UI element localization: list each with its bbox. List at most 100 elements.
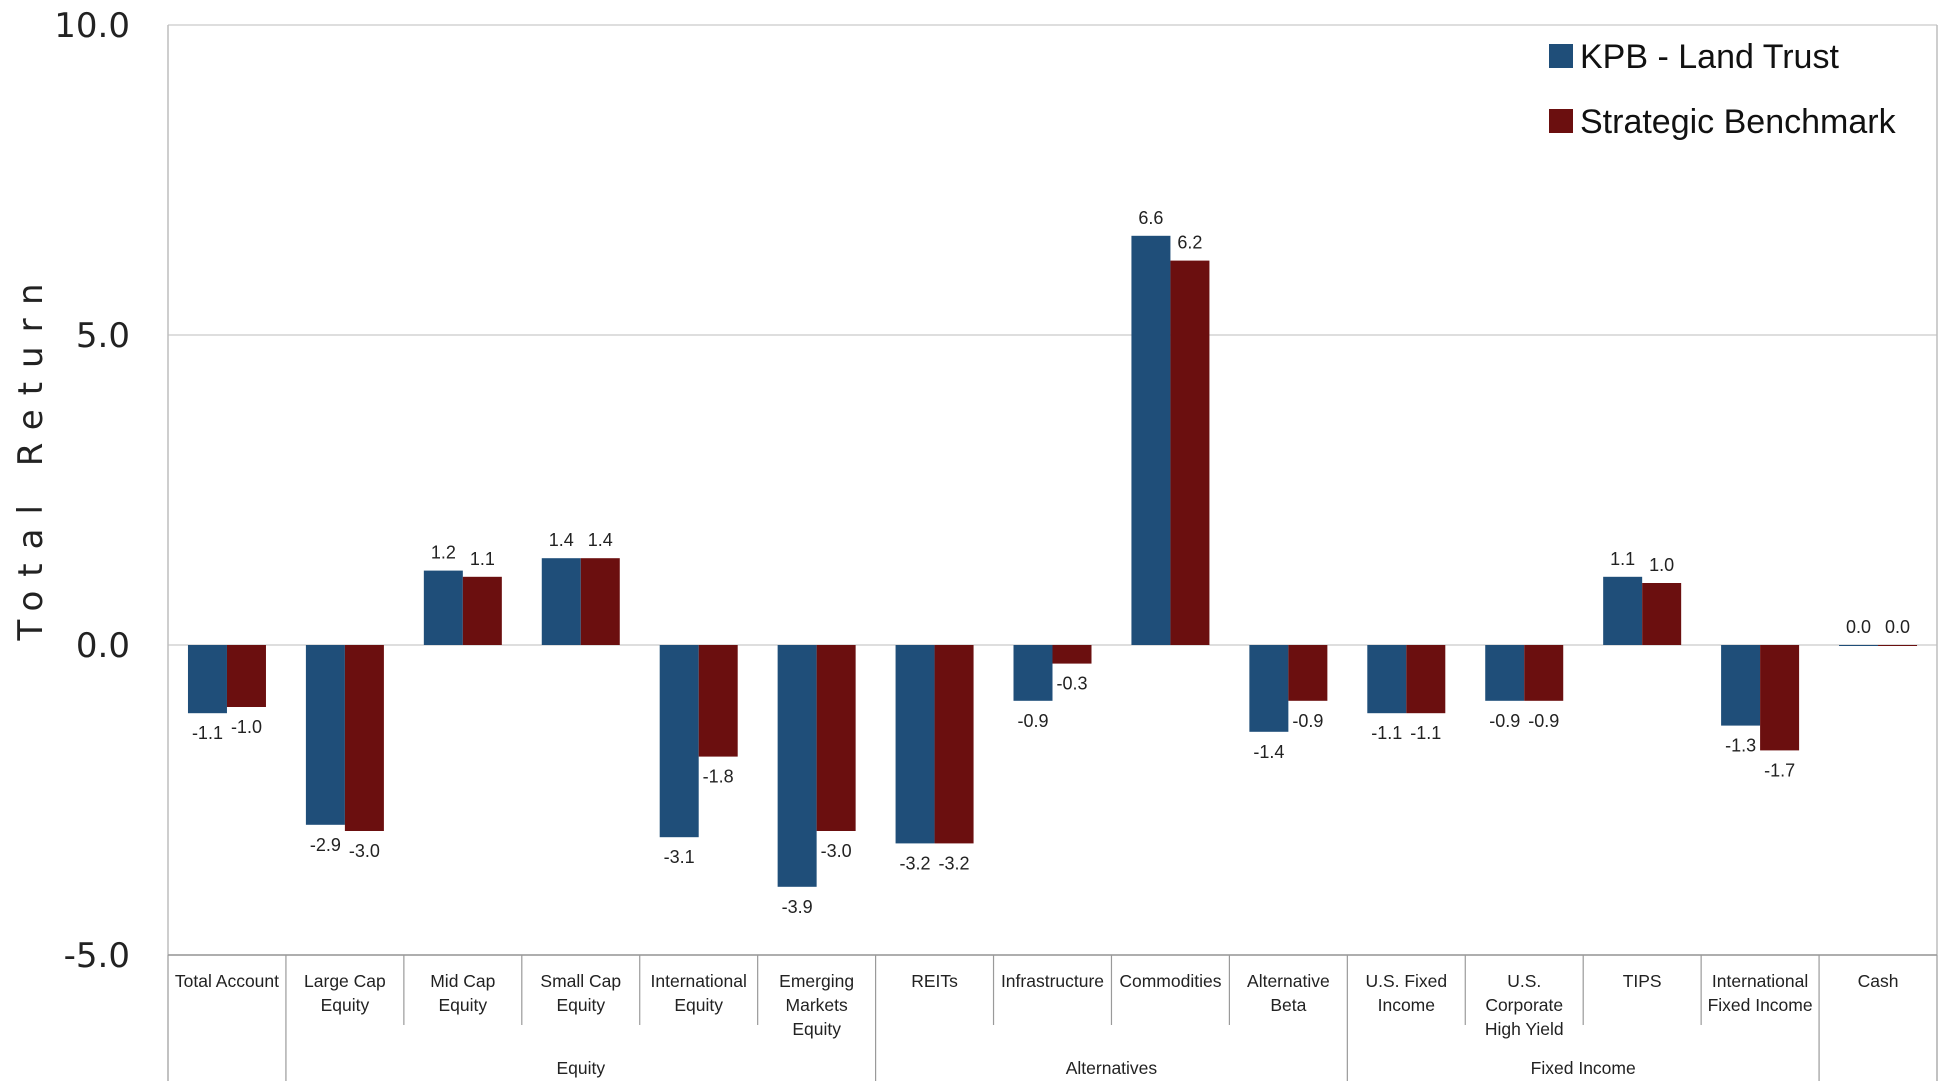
bar-benchmark — [934, 645, 974, 844]
bar-kpb — [1367, 645, 1407, 714]
category-label-line: Large Cap — [304, 971, 386, 991]
category-group-label: Fixed Income — [1531, 1058, 1636, 1078]
legend: KPB - Land Trust Strategic Benchmark — [1549, 38, 1897, 141]
bar-kpb — [423, 570, 463, 645]
bar-benchmark — [816, 645, 856, 831]
category-label-line: Small Cap — [540, 971, 621, 991]
data-label: -1.1 — [192, 723, 223, 743]
data-label: -3.2 — [939, 853, 970, 873]
data-label: 1.4 — [588, 530, 613, 550]
data-label: -1.1 — [1410, 723, 1441, 743]
category-label-line: Equity — [792, 1019, 841, 1039]
category-label-line: Markets — [786, 995, 848, 1015]
bar-kpb — [541, 558, 581, 645]
category-label: Large Cap Equity — [304, 971, 386, 1015]
category-label-line: U.S. Fixed — [1365, 971, 1447, 991]
data-label: 1.4 — [549, 530, 574, 550]
bar-benchmark — [1052, 645, 1092, 664]
bar-benchmark — [226, 645, 266, 707]
category-label-line: Corporate — [1485, 995, 1563, 1015]
category-label: Total Account — [175, 971, 279, 991]
data-label: 1.1 — [1610, 549, 1635, 569]
y-axis-title: Total Return — [11, 269, 51, 641]
bar-benchmark — [462, 576, 502, 645]
data-label: -3.2 — [900, 853, 931, 873]
data-label: -1.4 — [1253, 742, 1284, 762]
bar-kpb — [1249, 645, 1289, 732]
data-label: -3.0 — [349, 841, 380, 861]
data-label: 0.0 — [1846, 617, 1871, 637]
data-label: -1.8 — [703, 767, 734, 787]
y-tick-label: -5.0 — [64, 936, 130, 976]
bar-kpb — [1013, 645, 1053, 701]
category-axis-layer: Total Account Large Cap Equity Mid Cap Equit… — [167, 955, 1938, 1081]
category-label: Commodities — [1119, 971, 1221, 991]
legend-label: Strategic Benchmark — [1580, 103, 1897, 141]
category-label-line: Equity — [674, 995, 723, 1015]
category-label: International Fixed Income — [1708, 971, 1813, 1015]
data-label: -0.9 — [1528, 711, 1559, 731]
category-label-line: Equity — [556, 995, 605, 1015]
y-tick-label: 0.0 — [76, 626, 130, 666]
bar-benchmark — [1878, 645, 1918, 646]
category-label-line: International — [651, 971, 747, 991]
legend-swatch — [1549, 44, 1573, 68]
bar-kpb — [1721, 645, 1761, 726]
bar-kpb — [1603, 576, 1643, 645]
category-label: TIPS — [1623, 971, 1662, 991]
data-label: -0.9 — [1489, 711, 1520, 731]
category-label: Alternative Beta — [1247, 971, 1330, 1015]
category-label: Emerging Markets Equity — [779, 971, 854, 1039]
data-label-layer: -1.1 -2.9 1.2 1.4 -3.1 -3.9 -3.2 -0.9 6.6 -1.4 -1.… — [192, 208, 1910, 917]
data-label: 6.2 — [1177, 233, 1202, 253]
bar-kpb — [1485, 645, 1525, 701]
bar-kpb — [895, 645, 935, 844]
category-label-line: Infrastructure — [1001, 971, 1104, 991]
bar-benchmark — [1170, 260, 1210, 645]
category-label-line: Commodities — [1119, 971, 1221, 991]
bar-kpb — [1131, 235, 1171, 646]
bar-kpb — [187, 645, 227, 714]
legend-swatch — [1549, 109, 1573, 133]
category-label-line: Fixed Income — [1708, 995, 1813, 1015]
legend-label: KPB - Land Trust — [1580, 38, 1839, 76]
bar-benchmark — [1288, 645, 1328, 701]
category-label: Small Cap Equity — [540, 971, 621, 1015]
category-label-line: Mid Cap — [430, 971, 495, 991]
data-label: -0.9 — [1017, 711, 1048, 731]
axis-layer: -5.0 0.0 5.0 10.0 — [54, 6, 1938, 976]
category-label-line: Cash — [1858, 971, 1899, 991]
data-label: -3.0 — [821, 841, 852, 861]
y-tick-label: 5.0 — [76, 316, 130, 356]
data-label: -0.9 — [1292, 711, 1323, 731]
category-group-label: Alternatives — [1066, 1058, 1158, 1078]
bar-layer — [187, 235, 1918, 887]
category-label-line: Emerging — [779, 971, 854, 991]
data-label: -1.1 — [1371, 723, 1402, 743]
data-label: -3.9 — [782, 897, 813, 917]
bar-benchmark — [344, 645, 384, 831]
bar-kpb — [1839, 645, 1879, 646]
category-label-line: REITs — [911, 971, 958, 991]
category-label: Cash — [1858, 971, 1899, 991]
category-group-label: Equity — [556, 1058, 605, 1078]
bar-benchmark — [1406, 645, 1446, 714]
data-label: 1.2 — [431, 543, 456, 563]
category-label-line: Equity — [321, 995, 370, 1015]
category-label: Infrastructure — [1001, 971, 1104, 991]
data-label: -2.9 — [310, 835, 341, 855]
category-label: International Equity — [651, 971, 747, 1015]
data-label: -1.3 — [1725, 736, 1756, 756]
category-label: Mid Cap Equity — [430, 971, 495, 1015]
data-label: -1.7 — [1764, 760, 1795, 780]
data-label: 0.0 — [1885, 617, 1910, 637]
bar-benchmark — [1760, 645, 1800, 751]
bar-kpb — [659, 645, 699, 838]
bar-kpb — [777, 645, 817, 887]
data-label: 6.6 — [1138, 208, 1163, 228]
bar-kpb — [305, 645, 345, 825]
bar-benchmark — [1642, 583, 1682, 645]
bar-benchmark — [698, 645, 738, 757]
category-label: REITs — [911, 971, 958, 991]
